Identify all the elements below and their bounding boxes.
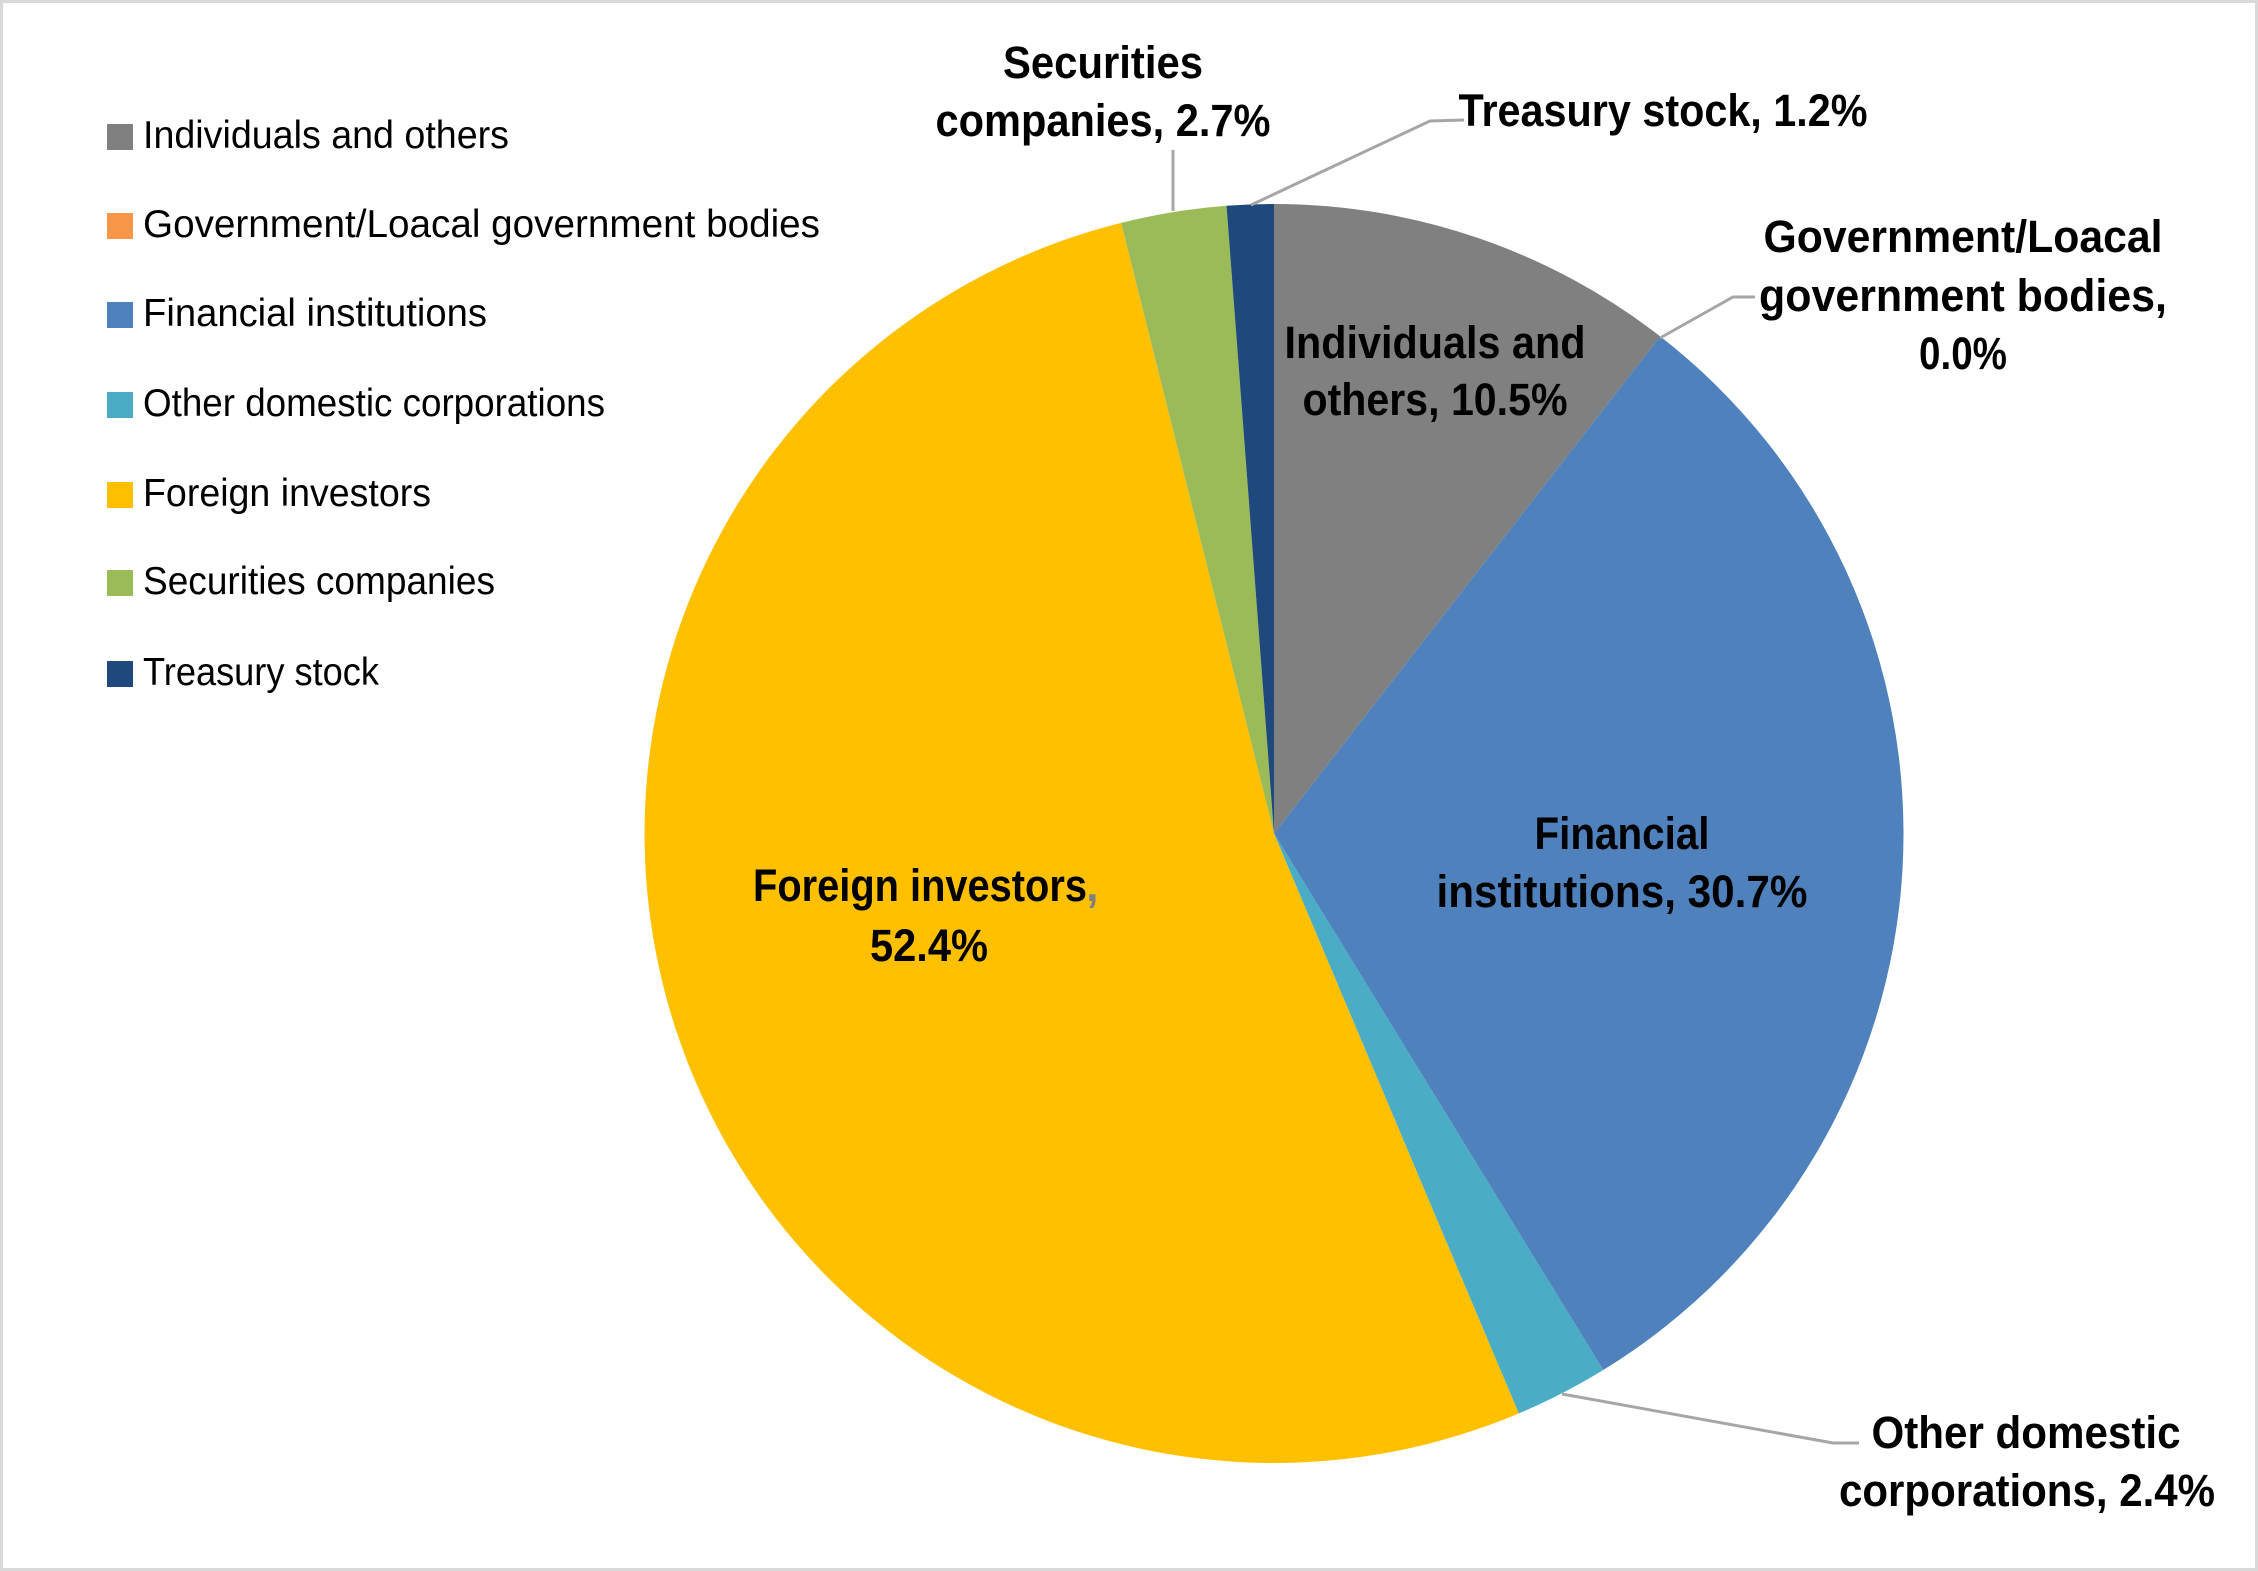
svg-text:Securities: Securities <box>1003 37 1203 88</box>
svg-text:companies, 2.7%: companies, 2.7% <box>936 95 1271 146</box>
svg-text:Financial: Financial <box>1535 808 1710 859</box>
svg-text:others, 10.5%: others, 10.5% <box>1303 374 1568 425</box>
svg-text:Other domestic corporations: Other domestic corporations <box>143 382 605 425</box>
svg-text:Treasury stock, 1.2%: Treasury stock, 1.2% <box>1459 85 1868 136</box>
svg-text:Securities companies: Securities companies <box>143 560 495 603</box>
svg-text:government bodies,: government bodies, <box>1759 270 2167 321</box>
svg-text:Individuals and: Individuals and <box>1285 317 1586 368</box>
svg-text:Foreign investors: Foreign investors <box>753 860 1087 911</box>
svg-text:Financial institutions: Financial institutions <box>143 292 487 335</box>
svg-text:Government/Loacal: Government/Loacal <box>1764 211 2163 262</box>
svg-text:corporations, 2.4%: corporations, 2.4% <box>1839 1465 2215 1516</box>
svg-text:0.0%: 0.0% <box>1919 328 2007 379</box>
svg-text:Foreign investors: Foreign investors <box>143 472 431 515</box>
svg-text:Individuals and others: Individuals and others <box>143 114 509 157</box>
svg-text:institutions, 30.7%: institutions, 30.7% <box>1437 866 1808 917</box>
svg-text:,: , <box>1086 860 1099 911</box>
svg-text:Government/Loacal government b: Government/Loacal government bodies <box>143 203 820 246</box>
svg-text:Treasury stock: Treasury stock <box>143 651 379 694</box>
svg-text:52.4%: 52.4% <box>870 920 988 971</box>
svg-text:Other domestic: Other domestic <box>1872 1407 2181 1458</box>
